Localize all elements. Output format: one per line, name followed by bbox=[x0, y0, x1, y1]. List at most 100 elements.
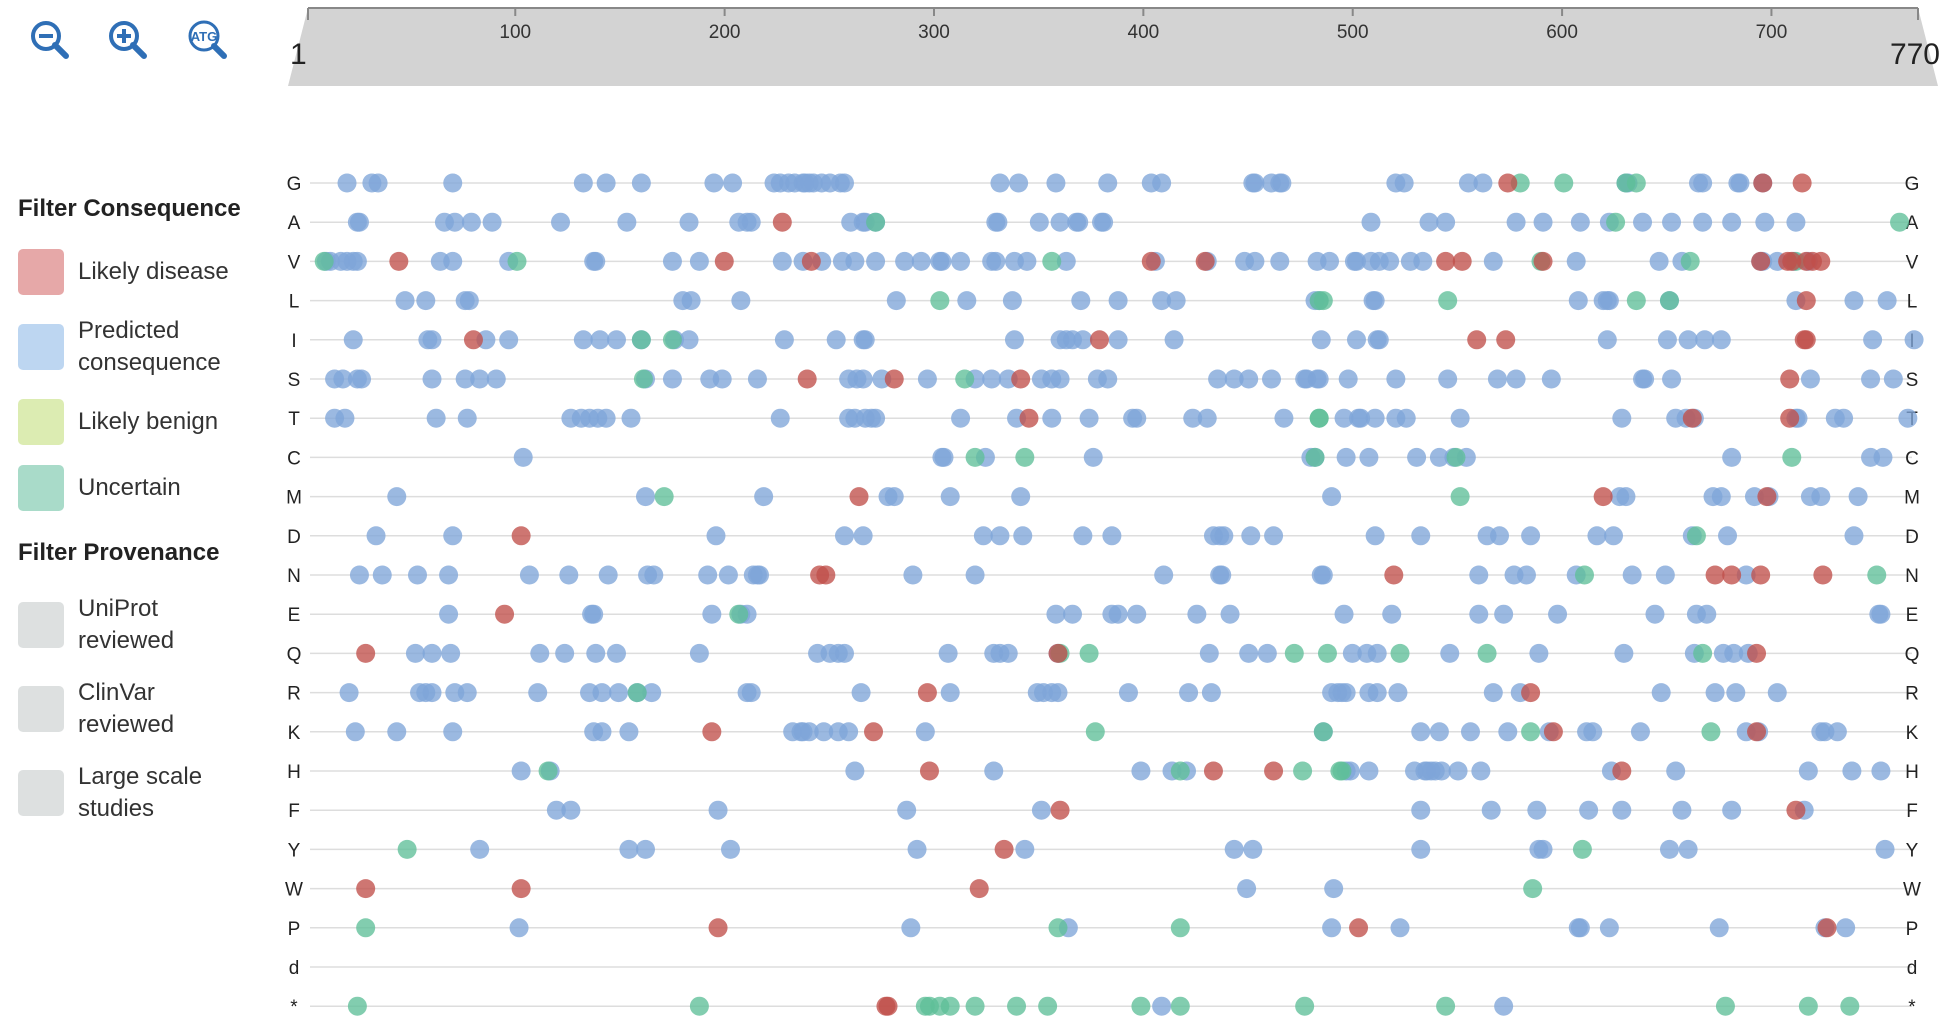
predicted-variant[interactable] bbox=[513, 447, 533, 467]
predicted-variant[interactable] bbox=[441, 643, 461, 663]
uncertain-variant[interactable] bbox=[955, 369, 975, 389]
disease-variant[interactable] bbox=[714, 251, 734, 271]
uncertain-variant[interactable] bbox=[1782, 447, 1802, 467]
predicted-variant[interactable] bbox=[1382, 604, 1402, 624]
predicted-variant[interactable] bbox=[884, 487, 904, 507]
predicted-variant[interactable] bbox=[1365, 408, 1385, 428]
predicted-variant[interactable] bbox=[1212, 565, 1232, 585]
disease-variant[interactable] bbox=[389, 251, 409, 271]
uncertain-variant[interactable] bbox=[347, 996, 367, 1016]
uncertain-variant[interactable] bbox=[1309, 408, 1329, 428]
predicted-variant[interactable] bbox=[1440, 643, 1460, 663]
predicted-variant[interactable] bbox=[592, 683, 612, 703]
predicted-variant[interactable] bbox=[1334, 604, 1354, 624]
predicted-variant[interactable] bbox=[1871, 604, 1891, 624]
predicted-variant[interactable] bbox=[617, 212, 637, 232]
uncertain-variant[interactable] bbox=[356, 918, 376, 938]
predicted-variant[interactable] bbox=[1131, 761, 1151, 781]
predicted-variant[interactable] bbox=[592, 722, 612, 742]
disease-variant[interactable] bbox=[1786, 800, 1806, 820]
predicted-variant[interactable] bbox=[1108, 330, 1128, 350]
predicted-variant[interactable] bbox=[772, 251, 792, 271]
disease-variant[interactable] bbox=[772, 212, 792, 232]
zoom-out-button[interactable] bbox=[28, 18, 76, 66]
predicted-variant[interactable] bbox=[1017, 251, 1037, 271]
predicted-variant[interactable] bbox=[1369, 330, 1389, 350]
uncertain-variant[interactable] bbox=[1450, 487, 1470, 507]
predicted-variant[interactable] bbox=[1009, 173, 1029, 193]
predicted-variant[interactable] bbox=[1678, 839, 1698, 859]
predicted-variant[interactable] bbox=[445, 212, 465, 232]
predicted-variant[interactable] bbox=[1898, 408, 1918, 428]
predicted-variant[interactable] bbox=[741, 212, 761, 232]
disease-variant[interactable] bbox=[1496, 330, 1516, 350]
predicted-variant[interactable] bbox=[1069, 212, 1089, 232]
predicted-variant[interactable] bbox=[1481, 800, 1501, 820]
predicted-variant[interactable] bbox=[573, 330, 593, 350]
predicted-variant[interactable] bbox=[1320, 251, 1340, 271]
predicted-variant[interactable] bbox=[1599, 918, 1619, 938]
predicted-variant[interactable] bbox=[387, 487, 407, 507]
uncertain-variant[interactable] bbox=[507, 251, 527, 271]
filter-consequence-likely-benign[interactable]: Likely benign bbox=[18, 399, 258, 445]
predicted-variant[interactable] bbox=[1154, 565, 1174, 585]
predicted-variant[interactable] bbox=[1050, 212, 1070, 232]
predicted-variant[interactable] bbox=[1029, 212, 1049, 232]
uncertain-variant[interactable] bbox=[1572, 839, 1592, 859]
predicted-variant[interactable] bbox=[335, 408, 355, 428]
predicted-variant[interactable] bbox=[1697, 604, 1717, 624]
predicted-variant[interactable] bbox=[349, 212, 369, 232]
predicted-variant[interactable] bbox=[486, 369, 506, 389]
predicted-variant[interactable] bbox=[1411, 722, 1431, 742]
disease-variant[interactable] bbox=[816, 565, 836, 585]
predicted-variant[interactable] bbox=[1875, 839, 1895, 859]
predicted-variant[interactable] bbox=[1469, 565, 1489, 585]
disease-variant[interactable] bbox=[1498, 173, 1518, 193]
predicted-variant[interactable] bbox=[1651, 683, 1671, 703]
predicted-variant[interactable] bbox=[1695, 330, 1715, 350]
predicted-variant[interactable] bbox=[1635, 369, 1655, 389]
predicted-variant[interactable] bbox=[1098, 369, 1118, 389]
predicted-variant[interactable] bbox=[1711, 487, 1731, 507]
predicted-variant[interactable] bbox=[1239, 369, 1259, 389]
predicted-variant[interactable] bbox=[951, 408, 971, 428]
predicted-variant[interactable] bbox=[631, 173, 651, 193]
predicted-variant[interactable] bbox=[368, 173, 388, 193]
uncertain-variant[interactable] bbox=[1438, 291, 1458, 311]
predicted-variant[interactable] bbox=[1498, 722, 1518, 742]
predicted-variant[interactable] bbox=[1334, 408, 1354, 428]
predicted-variant[interactable] bbox=[644, 565, 664, 585]
predicted-variant[interactable] bbox=[1380, 251, 1400, 271]
disease-variant[interactable] bbox=[495, 604, 515, 624]
predicted-variant[interactable] bbox=[1693, 212, 1713, 232]
predicted-variant[interactable] bbox=[1450, 408, 1470, 428]
uncertain-variant[interactable] bbox=[965, 447, 985, 467]
predicted-variant[interactable] bbox=[586, 251, 606, 271]
predicted-variant[interactable] bbox=[1322, 918, 1342, 938]
disease-variant[interactable] bbox=[797, 369, 817, 389]
disease-variant[interactable] bbox=[1757, 487, 1777, 507]
disease-variant[interactable] bbox=[356, 879, 376, 899]
predicted-variant[interactable] bbox=[1570, 212, 1590, 232]
predicted-variant[interactable] bbox=[1604, 526, 1624, 546]
predicted-variant[interactable] bbox=[712, 369, 732, 389]
predicted-variant[interactable] bbox=[1649, 251, 1669, 271]
predicted-variant[interactable] bbox=[1386, 369, 1406, 389]
disease-variant[interactable] bbox=[1811, 251, 1831, 271]
uncertain-variant[interactable] bbox=[965, 996, 985, 1016]
predicted-variant[interactable] bbox=[1419, 212, 1439, 232]
predicted-variant[interactable] bbox=[1048, 683, 1068, 703]
predicted-variant[interactable] bbox=[439, 604, 459, 624]
predicted-variant[interactable] bbox=[1767, 683, 1787, 703]
predicted-variant[interactable] bbox=[1800, 369, 1820, 389]
predicted-variant[interactable] bbox=[333, 369, 353, 389]
predicted-variant[interactable] bbox=[1011, 487, 1031, 507]
predicted-variant[interactable] bbox=[1359, 447, 1379, 467]
predicted-variant[interactable] bbox=[1711, 330, 1731, 350]
disease-variant[interactable] bbox=[1521, 683, 1541, 703]
predicted-variant[interactable] bbox=[704, 173, 724, 193]
filter-consequence-likely-disease[interactable]: Likely disease bbox=[18, 249, 258, 295]
predicted-variant[interactable] bbox=[754, 487, 774, 507]
predicted-variant[interactable] bbox=[1152, 291, 1172, 311]
predicted-variant[interactable] bbox=[349, 565, 369, 585]
